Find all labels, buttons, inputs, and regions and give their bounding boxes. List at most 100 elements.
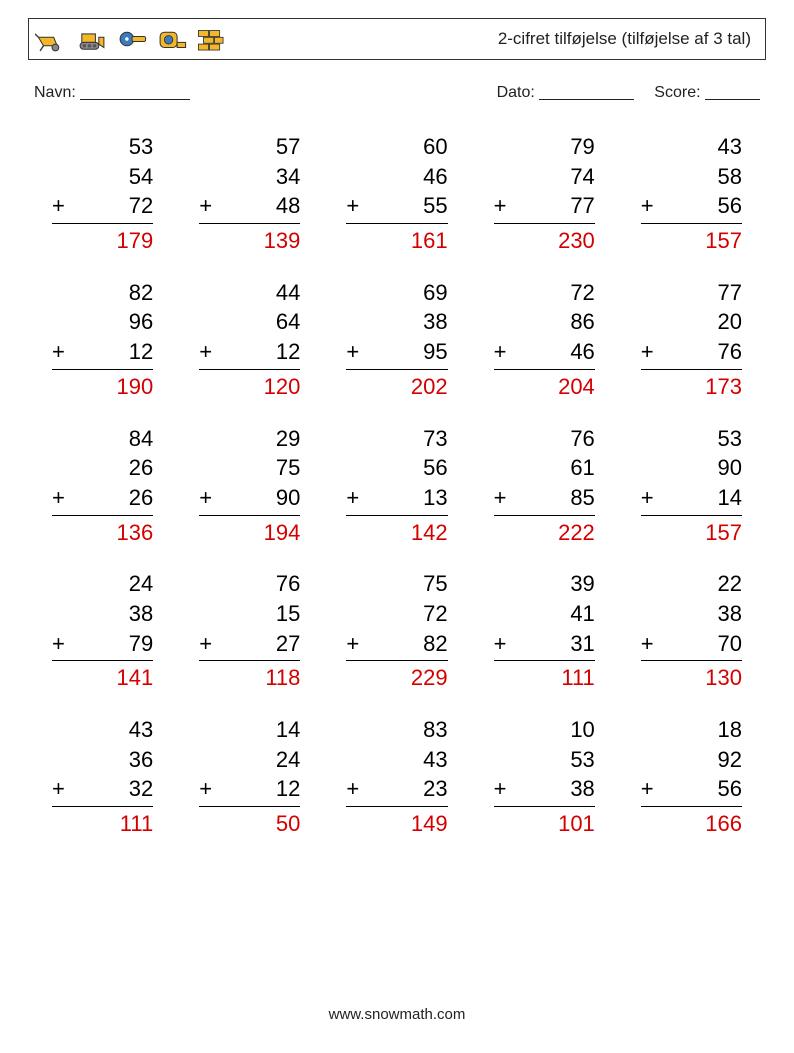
problem-12: 2975+90194: [199, 424, 300, 548]
plus-sign: +: [641, 629, 654, 659]
operand-c: 95: [359, 337, 447, 367]
name-field: Navn:: [34, 84, 190, 102]
operator-row: +26: [52, 483, 153, 516]
plus-sign: +: [199, 337, 212, 367]
operator-row: +12: [199, 337, 300, 370]
operand-a: 83: [346, 715, 447, 745]
operand-a: 84: [52, 424, 153, 454]
operand-a: 77: [641, 278, 742, 308]
operand-a: 57: [199, 132, 300, 162]
plus-sign: +: [346, 483, 359, 513]
operator-row: +56: [641, 774, 742, 807]
operator-row: +85: [494, 483, 595, 516]
operator-row: +79: [52, 629, 153, 662]
answer: 222: [494, 518, 595, 548]
operand-b: 61: [494, 453, 595, 483]
plus-sign: +: [199, 483, 212, 513]
operand-b: 74: [494, 162, 595, 192]
operand-b: 86: [494, 307, 595, 337]
operator-row: +95: [346, 337, 447, 370]
operand-a: 75: [346, 569, 447, 599]
operand-b: 46: [346, 162, 447, 192]
problem-4: 7974+77230: [494, 132, 595, 256]
date-label: Dato:: [497, 84, 535, 101]
plus-sign: +: [346, 629, 359, 659]
operator-row: +14: [641, 483, 742, 516]
operand-a: 14: [199, 715, 300, 745]
answer: 120: [199, 372, 300, 402]
operand-c: 27: [212, 629, 300, 659]
answer: 101: [494, 809, 595, 839]
answer: 230: [494, 226, 595, 256]
tape-measure-icon: [155, 22, 189, 56]
date-blank[interactable]: [539, 99, 634, 100]
operator-row: +55: [346, 191, 447, 224]
operator-row: +46: [494, 337, 595, 370]
score-blank[interactable]: [705, 99, 760, 100]
operand-c: 46: [506, 337, 594, 367]
plus-sign: +: [199, 191, 212, 221]
operand-a: 79: [494, 132, 595, 162]
operand-a: 82: [52, 278, 153, 308]
operator-row: +31: [494, 629, 595, 662]
operand-b: 53: [494, 745, 595, 775]
problem-21: 4336+32111: [52, 715, 153, 839]
operand-a: 43: [641, 132, 742, 162]
answer: 136: [52, 518, 153, 548]
operand-b: 26: [52, 453, 153, 483]
operand-b: 54: [52, 162, 153, 192]
operand-a: 18: [641, 715, 742, 745]
plus-sign: +: [494, 774, 507, 804]
operator-row: +56: [641, 191, 742, 224]
operand-b: 38: [52, 599, 153, 629]
operand-c: 70: [654, 629, 742, 659]
operator-row: +76: [641, 337, 742, 370]
operator-row: +90: [199, 483, 300, 516]
operand-c: 12: [65, 337, 153, 367]
date-field: Dato:: [497, 84, 635, 102]
plus-sign: +: [641, 774, 654, 804]
operand-a: 29: [199, 424, 300, 454]
wheelbarrow-icon: [35, 22, 69, 56]
plus-sign: +: [52, 774, 65, 804]
header-icons: [35, 22, 229, 56]
operand-c: 12: [212, 337, 300, 367]
operand-a: 53: [641, 424, 742, 454]
problem-5: 4358+56157: [641, 132, 742, 256]
operator-row: +27: [199, 629, 300, 662]
operand-a: 60: [346, 132, 447, 162]
operator-row: +77: [494, 191, 595, 224]
operand-c: 14: [654, 483, 742, 513]
answer: 118: [199, 663, 300, 693]
name-blank[interactable]: [80, 99, 190, 100]
operand-c: 79: [65, 629, 153, 659]
operator-row: +38: [494, 774, 595, 807]
operand-c: 72: [65, 191, 153, 221]
operand-c: 12: [212, 774, 300, 804]
operator-row: +32: [52, 774, 153, 807]
answer: 50: [199, 809, 300, 839]
operand-b: 38: [641, 599, 742, 629]
operand-b: 24: [199, 745, 300, 775]
plus-sign: +: [641, 483, 654, 513]
operator-row: +13: [346, 483, 447, 516]
problem-15: 5390+14157: [641, 424, 742, 548]
answer: 111: [52, 809, 153, 839]
operand-c: 26: [65, 483, 153, 513]
answer: 190: [52, 372, 153, 402]
operand-c: 56: [654, 191, 742, 221]
operand-b: 20: [641, 307, 742, 337]
operator-row: +48: [199, 191, 300, 224]
operand-a: 43: [52, 715, 153, 745]
answer: 139: [199, 226, 300, 256]
problem-1: 5354+72179: [52, 132, 153, 256]
worksheet-page: 2-cifret tilføjelse (tilføjelse af 3 tal…: [0, 0, 794, 1053]
bricks-icon: [195, 22, 229, 56]
problem-10: 7720+76173: [641, 278, 742, 402]
plus-sign: +: [199, 629, 212, 659]
answer: 202: [346, 372, 447, 402]
operand-c: 85: [506, 483, 594, 513]
operand-a: 76: [199, 569, 300, 599]
answer: 194: [199, 518, 300, 548]
operand-b: 72: [346, 599, 447, 629]
